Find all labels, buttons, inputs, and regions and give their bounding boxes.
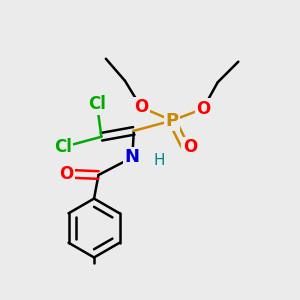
Text: H: H <box>153 153 165 168</box>
Text: O: O <box>59 165 73 183</box>
Text: O: O <box>196 100 210 118</box>
Text: O: O <box>134 98 148 116</box>
Text: P: P <box>166 112 178 130</box>
Text: Cl: Cl <box>88 95 106 113</box>
Text: N: N <box>125 148 140 166</box>
Text: Cl: Cl <box>54 138 72 156</box>
Text: O: O <box>183 138 197 156</box>
